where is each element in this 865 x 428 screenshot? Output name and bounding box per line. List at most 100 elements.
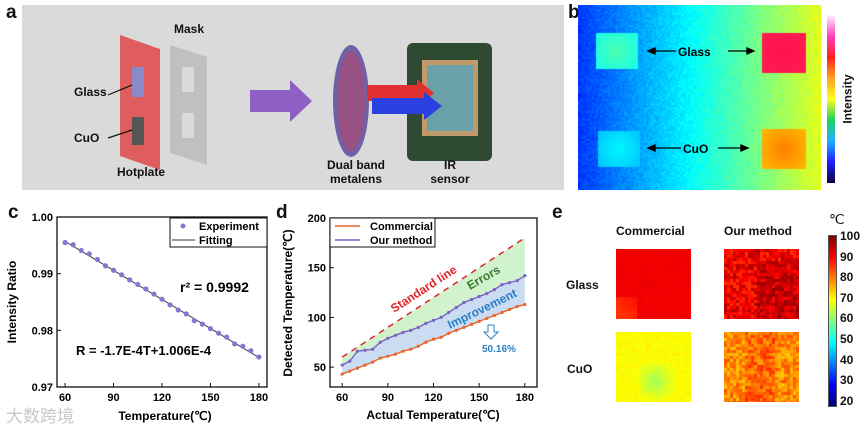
our-method-point <box>523 274 527 278</box>
commercial-point <box>363 363 367 367</box>
y-tick-label: 0.97 <box>32 382 53 394</box>
heatmap-ours-cuo <box>724 332 799 402</box>
colorbar-tick: 90 <box>840 249 854 264</box>
thermal-arrows <box>646 47 756 152</box>
commercial-point <box>348 369 352 373</box>
equation-annotation: R = -1.7E-4T+1.006E-4 <box>76 343 212 358</box>
colorbar-tick: 60 <box>840 311 854 326</box>
colorbar-tick: 50 <box>840 332 854 346</box>
experiment-point <box>119 272 125 278</box>
x-tick-label: 120 <box>424 392 442 404</box>
intensity-colorbar <box>827 15 835 183</box>
commercial-point <box>409 347 413 351</box>
legend-experiment: Experiment <box>199 221 259 233</box>
experiment-point <box>215 330 222 336</box>
our-method-point <box>393 333 398 337</box>
experiment-point <box>78 247 84 254</box>
x-tick-label: 120 <box>153 392 171 404</box>
y-tick-label: 50 <box>314 362 326 374</box>
panel-a-schematic: Mask Glass CuO Hotplate Dual band metalen… <box>22 5 564 190</box>
improvement-percent: 50.16% <box>482 344 516 355</box>
y-axis-label: Detected Temperature(℃) <box>281 229 295 376</box>
cuo-sample <box>132 117 144 145</box>
y-tick-label: 0.99 <box>32 269 53 281</box>
ir-thermal-image <box>578 5 821 190</box>
standard-line <box>341 237 526 358</box>
commercial-point <box>424 340 428 344</box>
y-axis-label: Intensity Ratio <box>5 261 19 344</box>
our-method-point <box>386 336 390 340</box>
sensor-label-line2: sensor <box>430 172 470 186</box>
panel-label-a: a <box>6 2 17 23</box>
colorbar-tick: 30 <box>840 373 854 388</box>
x-tick-label: 90 <box>107 392 119 404</box>
legend-box <box>169 217 268 248</box>
our-method-point <box>348 359 352 363</box>
panel-label-c: c <box>8 202 19 223</box>
row-cuo-label: CuO <box>567 362 593 376</box>
experiment-point <box>256 354 262 360</box>
legend-experiment-marker <box>180 223 186 229</box>
sensor-label-line1: IR <box>444 158 456 172</box>
commercial-point <box>492 313 496 318</box>
watermark: 大数跨境 <box>6 407 74 426</box>
experiment-point <box>159 296 165 302</box>
experiment-point <box>167 302 173 308</box>
experiment-point <box>70 242 76 248</box>
commercial-point <box>371 360 375 364</box>
commercial-point <box>378 356 382 360</box>
legend-our-method: Our method <box>370 235 432 247</box>
mask-shape <box>170 45 207 165</box>
legend-fitting: Fitting <box>199 235 233 247</box>
our-method-point <box>340 363 344 367</box>
chart-d: 60 90 120 150 180 50 100 150 200 Actual Temperatu… <box>281 213 538 422</box>
commercial-point <box>401 349 405 353</box>
our-method-point <box>462 300 466 305</box>
commercial-point <box>454 328 458 332</box>
commercial-point <box>515 304 519 309</box>
our-method-point <box>371 347 375 351</box>
thermal-cuo-label: CuO <box>683 142 709 156</box>
experiment-point <box>183 311 189 317</box>
blue-arrow-icon <box>372 92 442 120</box>
experiment-point <box>127 277 133 283</box>
metalens-label: Dual band metalens <box>327 158 385 186</box>
experiment-point <box>62 239 68 246</box>
x-tick-label: 60 <box>336 392 348 404</box>
sensor-label: IR sensor <box>430 158 470 186</box>
experiment-point <box>86 251 92 257</box>
our-method-point <box>355 349 359 353</box>
colorbar-tick: 80 <box>840 270 854 285</box>
intensity-colorbar-label: Intensity <box>841 74 855 124</box>
experiment-point <box>224 334 230 340</box>
our-method-point <box>515 279 519 283</box>
x-tick-label: 90 <box>382 392 394 404</box>
legend-commercial: Commercial <box>370 221 433 233</box>
our-method-point <box>492 287 496 292</box>
our-method-point <box>363 348 367 352</box>
y-tick-label: 150 <box>308 263 326 275</box>
our-method-point <box>416 325 420 329</box>
x-axis-label: Actual Temperature(℃) <box>366 408 499 422</box>
y-tick-label: 200 <box>308 213 326 225</box>
experiment-point <box>199 321 205 327</box>
mask-label: Mask <box>174 22 205 36</box>
panel-label-b: b <box>568 2 580 23</box>
intensity-colorbar-label-wrap: Intensity <box>840 15 856 183</box>
experiment-point <box>102 263 109 269</box>
metalens-label-line1: Dual band <box>327 158 386 172</box>
y-tick-label: 100 <box>308 312 326 324</box>
commercial-point <box>485 316 489 321</box>
our-method-point <box>477 294 481 299</box>
y-tick-label: 0.98 <box>32 325 53 337</box>
our-method-point <box>447 310 451 315</box>
commercial-point <box>469 322 474 326</box>
our-method-point <box>469 297 474 302</box>
x-tick-label: 150 <box>201 392 219 404</box>
colorbar-tick: 20 <box>840 393 854 408</box>
experiment-point <box>240 343 246 349</box>
heatmap-commercial-glass <box>616 249 691 319</box>
our-method-point <box>378 340 382 344</box>
x-tick-label: 60 <box>59 392 71 404</box>
